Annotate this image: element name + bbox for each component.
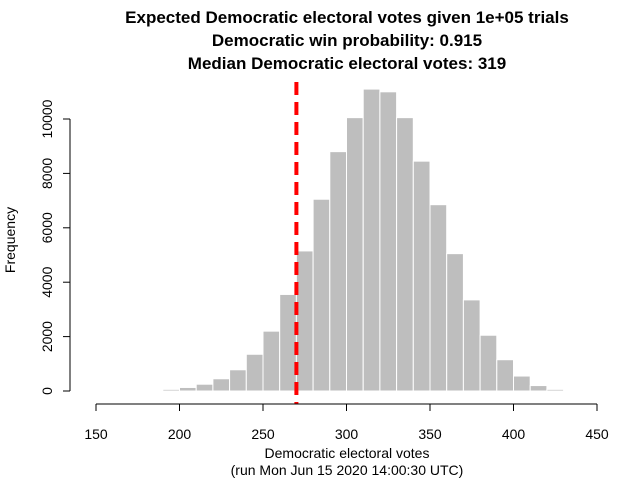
x-tick-label-400: 400 [502, 426, 526, 442]
histogram-bar-280-290 [312, 198, 331, 392]
x-tick-label-350: 350 [418, 426, 442, 442]
histogram-bar-310-320 [362, 88, 381, 392]
histogram-bar-400-410 [513, 375, 531, 392]
chart-titles: Expected Democratic electoral votes give… [125, 8, 569, 73]
histogram-bar-200-210 [179, 386, 197, 392]
chart-title-line-3: Median Democratic electoral votes: 319 [188, 54, 506, 73]
histogram-bar-210-220 [195, 383, 214, 392]
histogram-bar-340-350 [412, 160, 431, 392]
chart-title-line-2: Democratic win probability: 0.915 [212, 31, 482, 50]
histogram-bar-290-300 [329, 151, 347, 392]
histogram-bar-420-430 [546, 388, 565, 392]
y-tick-label-0: 0 [39, 387, 55, 395]
x-tick-label-300: 300 [335, 426, 359, 442]
y-axis: 0 2000 4000 6000 8000 10000 [39, 99, 71, 395]
histogram-bar-330-340 [396, 117, 414, 392]
histogram-bar-230-240 [229, 369, 247, 392]
y-tick-label-2000: 2000 [39, 321, 55, 352]
histogram-bar-410-420 [529, 385, 548, 392]
histogram-bar-270-280 [295, 250, 314, 392]
x-tick-label-200: 200 [168, 426, 192, 442]
y-axis-label: Frequency [2, 207, 18, 273]
histogram-bar-380-390 [479, 334, 498, 392]
run-timestamp-label: (run Mon Jun 15 2020 14:00:30 UTC) [231, 462, 464, 478]
x-tick-label-150: 150 [84, 426, 108, 442]
histogram-bar-250-260 [262, 330, 281, 392]
x-axis: 150 200 250 300 350 400 450 [84, 403, 609, 442]
histogram-bar-220-230 [212, 378, 231, 392]
histogram-bar-320-330 [379, 91, 398, 392]
y-tick-label-6000: 6000 [39, 212, 55, 243]
histogram-bar-390-400 [496, 359, 514, 392]
y-tick-label-4000: 4000 [39, 266, 55, 297]
histogram-bar-190-200 [162, 388, 181, 392]
x-tick-label-250: 250 [251, 426, 275, 442]
histogram-bar-260-270 [279, 293, 297, 392]
histogram-bar-300-310 [346, 117, 364, 392]
chart-title-line-1: Expected Democratic electoral votes give… [125, 8, 569, 27]
y-tick-label-8000: 8000 [39, 158, 55, 189]
x-axis-label: Democratic electoral votes [265, 445, 430, 461]
x-tick-label-450: 450 [585, 426, 609, 442]
y-tick-label-10000: 10000 [39, 99, 55, 138]
histogram-bar-370-380 [462, 299, 481, 392]
histogram-bar-360-370 [446, 253, 464, 392]
histogram-bar-240-250 [245, 353, 264, 392]
histogram-bar-350-360 [429, 204, 448, 392]
histogram-bars [162, 88, 565, 392]
